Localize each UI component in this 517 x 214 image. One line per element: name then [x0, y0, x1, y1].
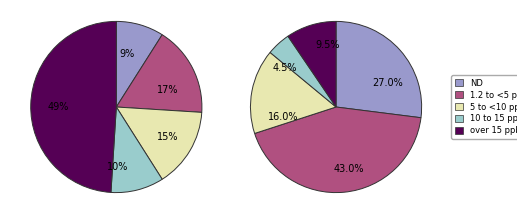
Wedge shape	[336, 21, 422, 118]
Text: 17%: 17%	[157, 85, 178, 95]
Text: 10%: 10%	[108, 162, 129, 172]
Text: 9.5%: 9.5%	[315, 40, 340, 49]
Text: 9%: 9%	[119, 49, 134, 59]
Wedge shape	[111, 107, 162, 193]
Wedge shape	[255, 107, 421, 193]
Legend: ND, 1.2 to <5 ppb, 5 to <10 ppb, 10 to 15 ppb, over 15 ppb: ND, 1.2 to <5 ppb, 5 to <10 ppb, 10 to 1…	[451, 75, 517, 139]
Text: 27.0%: 27.0%	[372, 78, 403, 88]
Wedge shape	[250, 52, 336, 134]
Wedge shape	[31, 21, 116, 192]
Text: 49%: 49%	[48, 102, 69, 112]
Text: 43.0%: 43.0%	[333, 164, 364, 174]
Text: 15%: 15%	[157, 132, 178, 142]
Text: 16.0%: 16.0%	[268, 112, 298, 122]
Wedge shape	[288, 21, 336, 107]
Wedge shape	[116, 35, 202, 112]
Wedge shape	[270, 36, 336, 107]
Wedge shape	[116, 107, 202, 179]
Wedge shape	[116, 21, 162, 107]
Text: 4.5%: 4.5%	[272, 64, 297, 73]
